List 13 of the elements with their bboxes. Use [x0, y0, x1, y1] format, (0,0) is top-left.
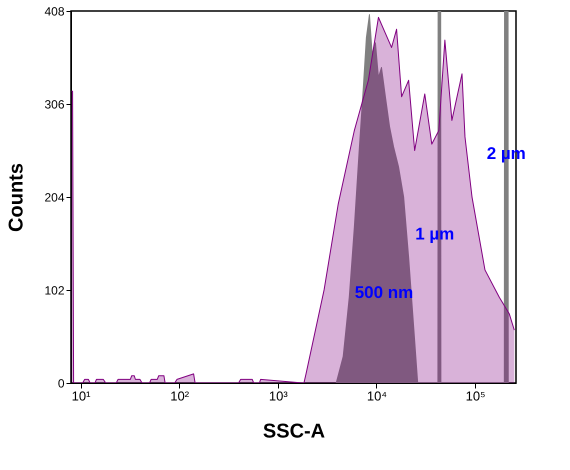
x-axis-title: SSC-A	[262, 420, 326, 442]
y-tick-label: 102	[44, 284, 65, 298]
x-tick-label: 10⁵	[466, 388, 486, 404]
y-tick-label: 204	[44, 190, 65, 204]
y-tick-label: 306	[44, 98, 65, 112]
y-tick-label: 408	[44, 4, 65, 18]
y-tick-label: 0	[58, 376, 65, 390]
x-tick-label: 10⁴	[366, 388, 387, 404]
y-axis-title: Counts	[5, 163, 28, 232]
x-tick-label: 10¹	[72, 388, 92, 404]
x-tick-label: 10²	[170, 388, 190, 404]
annotation: 1 µm	[415, 224, 454, 244]
x-tick-label: 10³	[268, 388, 288, 404]
